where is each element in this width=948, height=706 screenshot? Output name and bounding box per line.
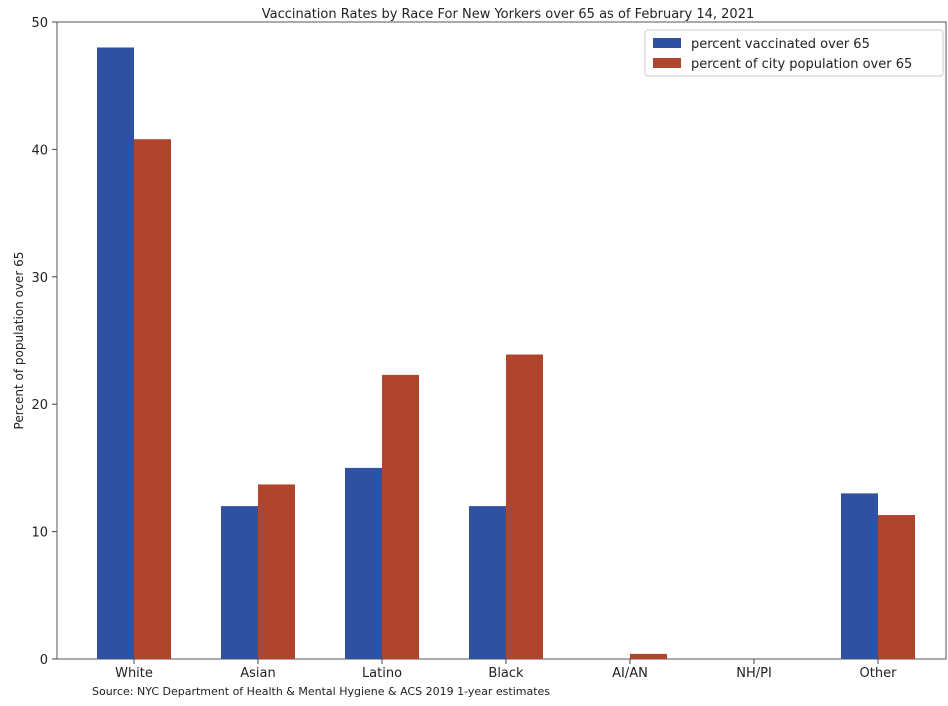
x-tick-label: Other (860, 666, 898, 681)
bar-vaccinated-other (841, 493, 878, 659)
x-tick-label: Black (488, 666, 524, 681)
y-tick-label: 0 (40, 653, 48, 668)
x-tick-label: AI/AN (612, 666, 648, 681)
legend-swatch (653, 58, 681, 68)
y-axis-label: Percent of population over 65 (12, 252, 26, 430)
bar-population-white (134, 139, 171, 659)
bar-population-asian (258, 484, 295, 659)
bar-population-aian (630, 653, 667, 659)
legend-label: percent vaccinated over 65 (691, 37, 870, 52)
bar-vaccinated-latino (345, 467, 382, 659)
bar-population-other (878, 515, 915, 659)
x-tick-label: White (115, 666, 153, 681)
x-tick-label: NH/PI (736, 666, 772, 681)
y-tick-label: 10 (31, 526, 48, 541)
x-tick-label: Latino (362, 666, 402, 681)
legend-box (644, 29, 944, 77)
bar-population-black (506, 354, 543, 659)
chart-title: Vaccination Rates by Race For New Yorker… (262, 7, 755, 22)
bar-population-latino (382, 374, 419, 659)
plot-area: 0 10 20 30 40 50 White Asian Latino Black AI/AN NH/… (31, 16, 947, 681)
bar-vaccinated-white (97, 47, 134, 660)
bar-vaccinated-asian (221, 506, 258, 659)
y-tick-label: 50 (31, 16, 48, 31)
y-tick-label: 40 (31, 143, 48, 158)
y-tick-label: 20 (31, 398, 48, 413)
bar-vaccinated-black (469, 506, 506, 659)
x-tick-label: Asian (240, 666, 275, 681)
legend-swatch (653, 38, 681, 48)
legend: percent vaccinated over 65 percent of cit… (644, 29, 944, 77)
legend-label: percent of city population over 65 (691, 57, 912, 72)
source-note: Source: NYC Department of Health & Menta… (92, 685, 550, 698)
y-tick-label: 30 (31, 271, 48, 286)
